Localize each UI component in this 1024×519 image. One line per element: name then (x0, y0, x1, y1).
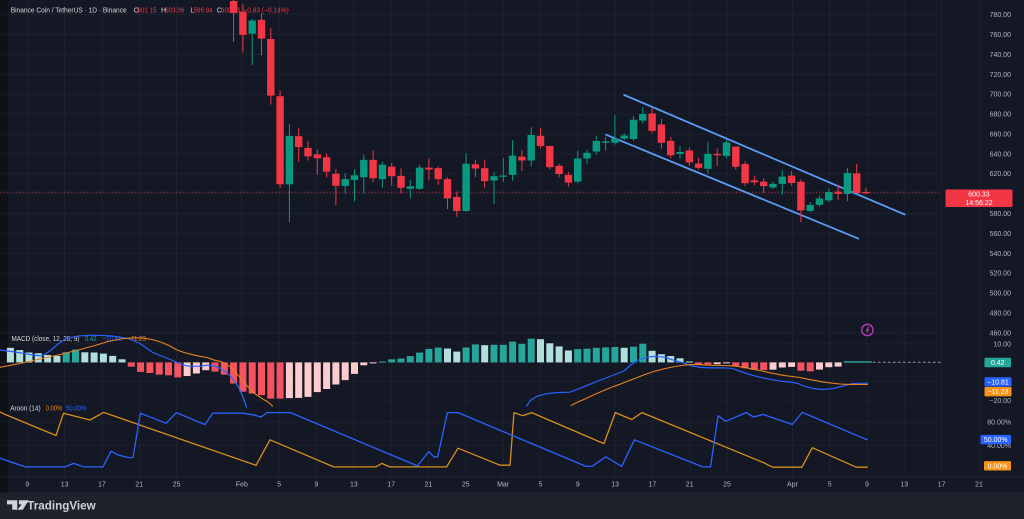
svg-text:−11.23: −11.23 (987, 389, 1008, 396)
svg-text:5: 5 (277, 481, 281, 488)
svg-text:21: 21 (135, 481, 143, 488)
svg-text:21: 21 (425, 481, 433, 488)
svg-text:25: 25 (723, 481, 731, 488)
svg-text:Apr: Apr (787, 481, 799, 488)
svg-text:480.00: 480.00 (990, 311, 1012, 318)
svg-text:0.42: 0.42 (85, 336, 97, 343)
svg-text:13: 13 (611, 481, 619, 488)
svg-text:0.42: 0.42 (991, 360, 1005, 367)
svg-text:9: 9 (865, 481, 869, 488)
svg-text:9: 9 (576, 481, 580, 488)
svg-text:TradingView: TradingView (27, 499, 96, 513)
svg-text:603.06: 603.06 (165, 8, 184, 15)
svg-text:17: 17 (649, 481, 657, 488)
svg-text:13: 13 (350, 481, 358, 488)
svg-text:−11.23: −11.23 (128, 336, 147, 343)
svg-text:760.00: 760.00 (990, 32, 1012, 39)
svg-text:620.00: 620.00 (990, 171, 1012, 178)
svg-text:660.00: 660.00 (990, 132, 1012, 139)
svg-text:700.00: 700.00 (990, 92, 1012, 99)
svg-text:MACD (close, 12, 26, 9): MACD (close, 12, 26, 9) (12, 336, 80, 343)
svg-text:25: 25 (173, 481, 181, 488)
svg-text:580.00: 580.00 (990, 211, 1012, 218)
svg-text:540.00: 540.00 (990, 251, 1012, 258)
svg-text:14:56:22: 14:56:22 (965, 200, 992, 207)
svg-text:H: H (161, 8, 166, 15)
svg-text:−10.81: −10.81 (987, 379, 1009, 386)
svg-text:50.00%: 50.00% (66, 405, 86, 412)
svg-text:80.00%: 80.00% (987, 420, 1011, 427)
svg-text:Feb: Feb (236, 481, 248, 488)
svg-text:Aroon (14): Aroon (14) (10, 405, 40, 412)
svg-text:9: 9 (25, 481, 29, 488)
svg-text:13: 13 (900, 481, 908, 488)
svg-text:25: 25 (462, 481, 470, 488)
svg-text:−0.83 (−0.14%): −0.83 (−0.14%) (243, 8, 289, 15)
svg-text:740.00: 740.00 (990, 52, 1012, 59)
svg-text:5: 5 (538, 481, 542, 488)
svg-text:13: 13 (61, 481, 69, 488)
svg-text:Mar: Mar (497, 481, 510, 488)
svg-text:L: L (190, 8, 194, 15)
svg-text:C: C (217, 8, 222, 15)
svg-text:10.00: 10.00 (993, 341, 1011, 348)
svg-text:−10.81: −10.81 (103, 336, 122, 343)
svg-text:0.00%: 0.00% (988, 463, 1008, 470)
svg-text:9: 9 (315, 481, 319, 488)
svg-text:640.00: 640.00 (990, 151, 1012, 158)
svg-text:40.00%: 40.00% (987, 443, 1011, 450)
svg-text:0.00%: 0.00% (46, 405, 63, 412)
svg-text:601.15: 601.15 (138, 8, 157, 15)
svg-text:50.00%: 50.00% (984, 437, 1008, 444)
svg-text:596.94: 596.94 (194, 8, 213, 15)
svg-text:O: O (134, 8, 140, 15)
svg-text:520.00: 520.00 (990, 271, 1012, 278)
svg-text:21: 21 (975, 481, 983, 488)
svg-text:780.00: 780.00 (990, 12, 1012, 19)
svg-text:5: 5 (828, 481, 832, 488)
svg-text:560.00: 560.00 (990, 231, 1012, 238)
svg-text:680.00: 680.00 (990, 112, 1012, 119)
svg-text:720.00: 720.00 (990, 72, 1012, 79)
svg-text:17: 17 (98, 481, 106, 488)
svg-text:17: 17 (387, 481, 395, 488)
svg-text:500.00: 500.00 (990, 291, 1012, 298)
svg-text:460.00: 460.00 (990, 330, 1012, 337)
svg-text:17: 17 (938, 481, 946, 488)
svg-text:Binance Coin / TetherUS · 1D ·: Binance Coin / TetherUS · 1D · Binance (11, 8, 127, 15)
svg-text:600.33: 600.33 (968, 192, 990, 199)
svg-text:21: 21 (686, 481, 694, 488)
svg-text:−20.00: −20.00 (989, 398, 1011, 405)
